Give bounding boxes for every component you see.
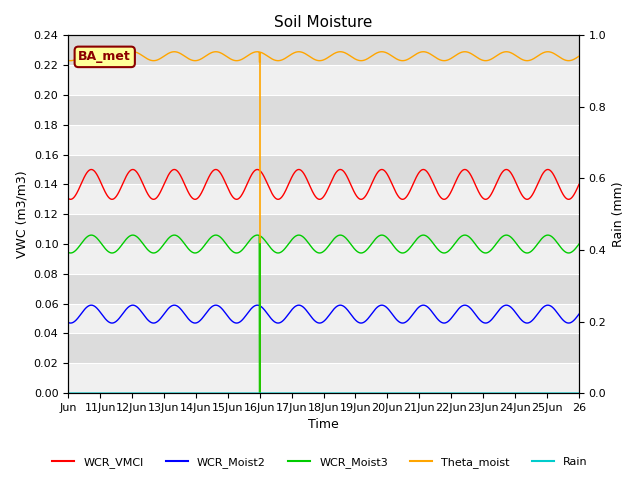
Bar [68,36,579,65]
Bar [68,304,579,334]
Bar [68,334,579,363]
Bar [68,363,579,393]
Y-axis label: Rain (mm): Rain (mm) [612,181,625,247]
Bar [68,125,579,155]
Bar [68,65,579,95]
Y-axis label: VWC (m3/m3): VWC (m3/m3) [15,170,28,258]
Title: Soil Moisture: Soil Moisture [275,15,372,30]
Bar [68,155,579,184]
Bar [68,95,579,125]
Bar [68,184,579,214]
Legend: WCR_VMCl, WCR_Moist2, WCR_Moist3, Theta_moist, Rain: WCR_VMCl, WCR_Moist2, WCR_Moist3, Theta_… [48,452,592,472]
Bar [68,274,579,304]
Bar [68,214,579,244]
Text: BA_met: BA_met [78,50,131,63]
X-axis label: Time: Time [308,419,339,432]
Bar [68,244,579,274]
